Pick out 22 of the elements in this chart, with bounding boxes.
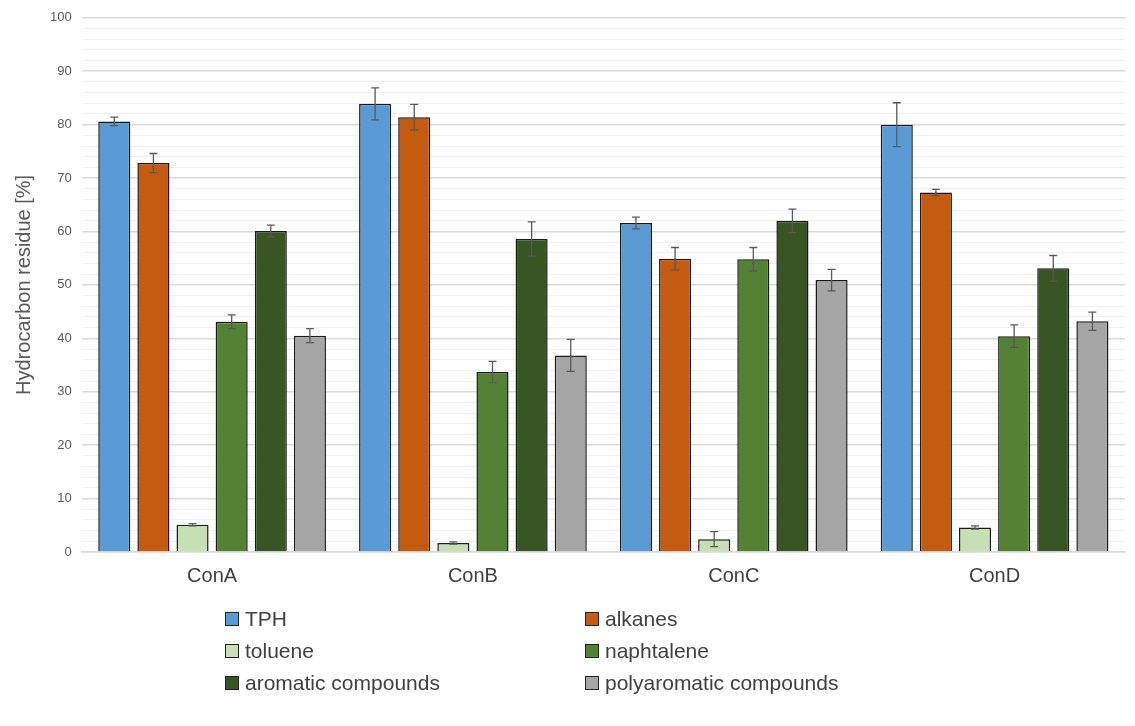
- y-tick-label: 50: [57, 276, 72, 292]
- y-tick-label: 0: [64, 543, 72, 559]
- y-tick-label: 100: [49, 9, 72, 25]
- y-tick-label: 80: [57, 116, 72, 132]
- legend-label: TPH: [245, 607, 287, 631]
- legend-label: toluene: [245, 639, 314, 663]
- y-tick-label: 70: [57, 169, 72, 185]
- legend-label: naphtalene: [605, 639, 709, 663]
- legend-label: aromatic compounds: [245, 671, 440, 695]
- y-tick-label: 20: [57, 436, 72, 452]
- y-axis-title: Hydrocarbon residue [%]: [11, 174, 34, 395]
- x-tick-label: ConB: [447, 563, 498, 586]
- legend-label: alkanes: [605, 607, 678, 631]
- y-tick-label: 10: [57, 490, 72, 506]
- legend-label: polyaromatic compounds: [605, 671, 839, 695]
- y-tick-label: 90: [57, 62, 72, 78]
- y-tick-label: 40: [57, 329, 72, 345]
- x-tick-label: ConA: [187, 563, 238, 586]
- y-tick-label: 60: [57, 223, 72, 239]
- x-tick-label: ConC: [708, 563, 760, 586]
- y-tick-label: 30: [57, 383, 72, 399]
- x-tick-label: ConD: [969, 563, 1021, 586]
